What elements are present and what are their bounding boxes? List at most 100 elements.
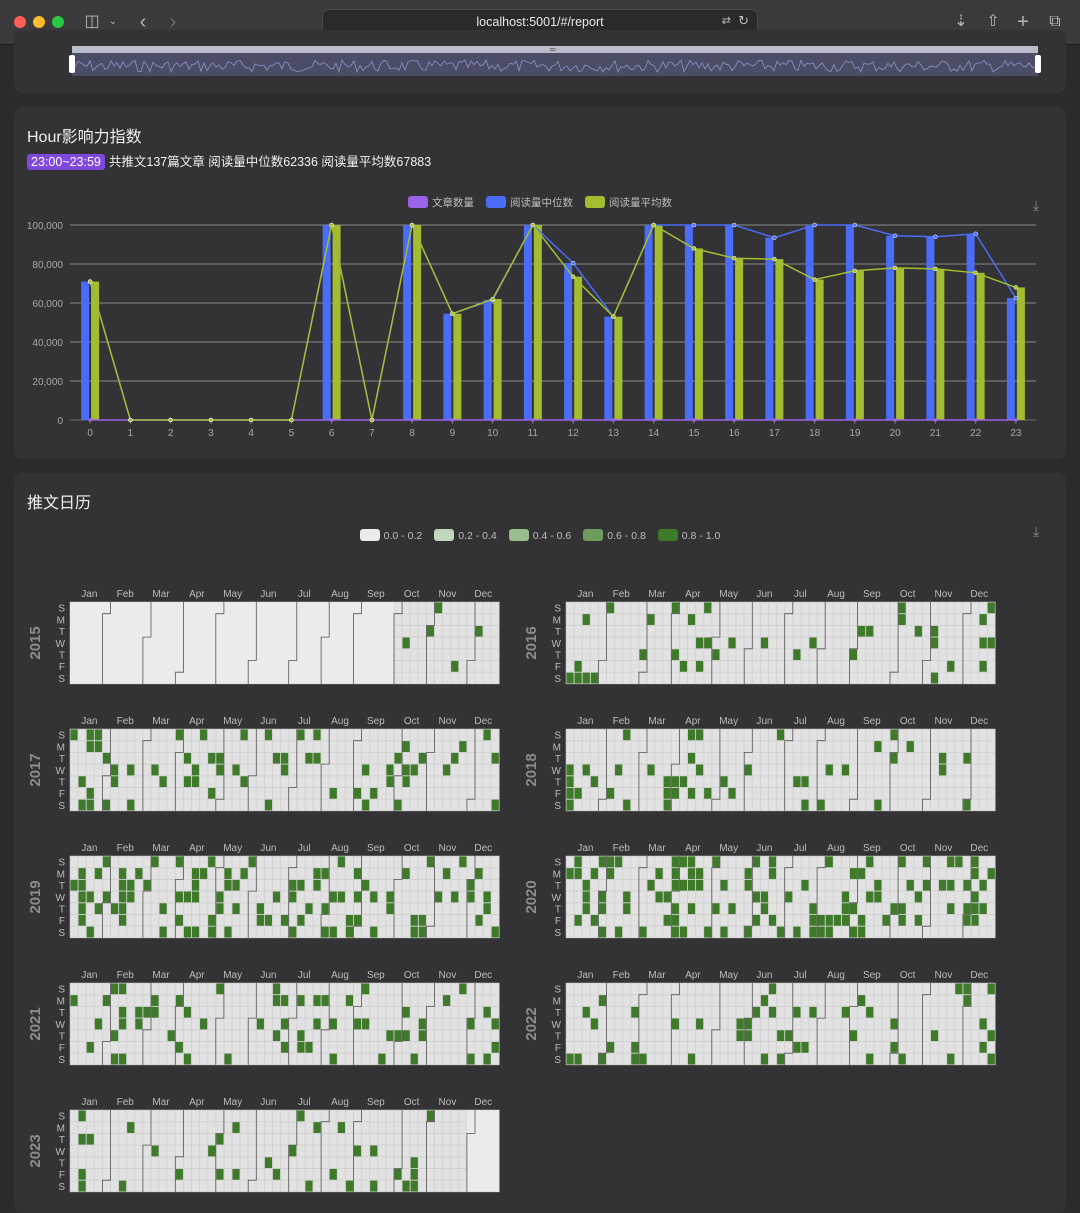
day-cell bbox=[483, 902, 492, 915]
day-cell bbox=[288, 1029, 297, 1042]
day-cell bbox=[199, 660, 208, 672]
legend-item[interactable]: 0.2 - 0.4 bbox=[434, 529, 497, 542]
month-label: Jun bbox=[260, 843, 276, 854]
legend-item[interactable]: 0.4 - 0.6 bbox=[508, 529, 571, 542]
day-cell bbox=[728, 602, 737, 614]
legend-item[interactable]: 阅读量中位数 bbox=[486, 195, 573, 210]
day-cell bbox=[776, 764, 785, 776]
day-cell bbox=[930, 637, 939, 649]
day-cell bbox=[313, 752, 322, 765]
day-cell bbox=[987, 648, 996, 661]
legend-item[interactable]: 0.0 - 0.2 bbox=[359, 529, 422, 542]
close-window-button[interactable] bbox=[14, 16, 26, 28]
weekday-label: W bbox=[56, 1147, 66, 1158]
line-point bbox=[1013, 285, 1019, 290]
day-cell bbox=[304, 1168, 313, 1181]
back-button[interactable]: ‹ bbox=[139, 11, 147, 33]
day-cell bbox=[792, 914, 801, 927]
day-cell bbox=[450, 1029, 459, 1042]
month-label: Dec bbox=[474, 589, 492, 600]
day-cell bbox=[711, 637, 720, 649]
sidebar-icon[interactable]: ◫ bbox=[84, 13, 100, 30]
day-cell bbox=[809, 729, 818, 741]
download-icon[interactable]: ⤓ bbox=[1033, 523, 1040, 539]
slider-grip-icon[interactable]: ═ bbox=[550, 45, 556, 54]
download-icon[interactable]: ⤓ bbox=[1033, 197, 1040, 213]
day-cell bbox=[102, 1180, 111, 1192]
day-cell bbox=[841, 602, 850, 614]
legend-item[interactable]: 0.8 - 1.0 bbox=[657, 529, 720, 542]
day-cell bbox=[151, 1029, 160, 1042]
day-cell bbox=[833, 799, 842, 811]
day-cell bbox=[102, 983, 111, 995]
reload-icon[interactable]: ↻ bbox=[738, 13, 749, 28]
slider-left-handle[interactable] bbox=[69, 55, 75, 73]
legend-item[interactable]: 文章数量 bbox=[408, 195, 474, 210]
day-cell bbox=[232, 1121, 241, 1134]
day-cell bbox=[240, 660, 248, 672]
day-cell bbox=[280, 740, 289, 753]
day-cell bbox=[647, 879, 656, 892]
day-cell bbox=[760, 752, 769, 765]
fullscreen-window-button[interactable] bbox=[52, 16, 64, 28]
month-separator bbox=[962, 602, 972, 684]
day-cell bbox=[353, 1121, 362, 1134]
day-cell bbox=[191, 1133, 200, 1146]
tab-overview-icon[interactable]: ⧉ bbox=[1049, 13, 1061, 30]
day-cell bbox=[483, 994, 492, 1007]
forward-button[interactable]: › bbox=[169, 11, 177, 33]
day-cell bbox=[491, 660, 500, 673]
day-cell bbox=[288, 1110, 297, 1122]
share-icon[interactable]: ⇧ bbox=[986, 13, 1000, 30]
minimize-window-button[interactable] bbox=[33, 16, 45, 28]
day-cell bbox=[833, 1006, 842, 1019]
day-cell bbox=[574, 994, 583, 1007]
day-cell bbox=[94, 637, 103, 649]
day-cell bbox=[971, 902, 980, 915]
day-cell bbox=[784, 613, 793, 626]
day-cell bbox=[369, 1006, 378, 1019]
day-cell bbox=[118, 752, 127, 765]
day-cell bbox=[922, 672, 931, 684]
day-cell bbox=[466, 914, 475, 927]
day-cell bbox=[296, 775, 305, 788]
new-tab-icon[interactable]: + bbox=[1017, 11, 1029, 33]
bar bbox=[483, 300, 492, 420]
data-zoom-slider[interactable]: ═ bbox=[69, 45, 1041, 76]
day-cell bbox=[418, 740, 427, 753]
translate-icon[interactable]: ⇄ bbox=[721, 15, 731, 27]
legend-item[interactable]: 阅读量平均数 bbox=[585, 195, 672, 210]
chevron-down-icon[interactable]: ⌄ bbox=[108, 16, 118, 27]
day-cell bbox=[394, 914, 403, 927]
day-cell bbox=[361, 1168, 370, 1181]
day-cell bbox=[776, 648, 785, 661]
day-cell bbox=[800, 752, 809, 765]
day-cell bbox=[142, 914, 151, 927]
day-cell bbox=[466, 994, 475, 1007]
day-cell bbox=[118, 649, 127, 661]
day-cell bbox=[825, 799, 834, 811]
day-cell bbox=[825, 1041, 834, 1054]
day-cell bbox=[841, 1029, 850, 1042]
slider-right-handle[interactable] bbox=[1035, 55, 1041, 73]
day-cell bbox=[865, 648, 874, 661]
day-cell bbox=[752, 602, 761, 614]
day-cell bbox=[394, 1156, 403, 1169]
downloads-icon[interactable]: ⇣ bbox=[954, 13, 968, 30]
day-cell bbox=[175, 1018, 184, 1030]
day-cell bbox=[434, 1110, 443, 1122]
legend-item[interactable]: 0.6 - 0.8 bbox=[583, 529, 646, 542]
day-cell bbox=[78, 1110, 87, 1122]
day-cell bbox=[183, 1018, 192, 1030]
day-cell bbox=[483, 787, 492, 800]
day-cell bbox=[410, 787, 419, 800]
day-cell bbox=[630, 902, 639, 915]
day-cell bbox=[817, 729, 826, 741]
day-cell bbox=[305, 625, 313, 637]
day-cell bbox=[304, 1121, 313, 1134]
day-cell bbox=[938, 764, 947, 776]
day-cell bbox=[979, 856, 988, 868]
day-cell bbox=[491, 602, 500, 614]
day-cell bbox=[102, 1145, 111, 1157]
day-cell bbox=[630, 752, 639, 765]
